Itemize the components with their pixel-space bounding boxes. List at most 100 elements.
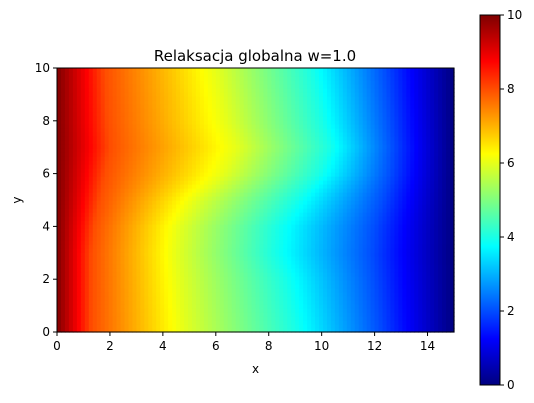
- heatmap-cell: [386, 176, 392, 181]
- heatmap-cell: [219, 240, 225, 245]
- heatmap-cell: [112, 284, 118, 289]
- heatmap-cell: [358, 312, 364, 317]
- heatmap-cell: [100, 236, 106, 241]
- heatmap-cell: [96, 220, 102, 225]
- heatmap-cell: [271, 176, 276, 181]
- heatmap-cell: [140, 324, 145, 329]
- heatmap-cell: [88, 300, 94, 305]
- heatmap-cell: [96, 204, 102, 209]
- heatmap-cell: [132, 304, 137, 309]
- heatmap-cell: [342, 304, 348, 309]
- heatmap-cell: [334, 288, 340, 293]
- heatmap-cell: [211, 284, 217, 289]
- heatmap-cell: [128, 328, 134, 333]
- heatmap-cell: [342, 276, 348, 281]
- heatmap-cell: [96, 300, 102, 305]
- heatmap-cell: [291, 292, 296, 297]
- heatmap-cell: [84, 312, 90, 317]
- heatmap-cell: [243, 228, 249, 233]
- heatmap-cell: [60, 320, 66, 325]
- heatmap-cell: [199, 204, 205, 209]
- heatmap-cell: [319, 236, 324, 241]
- heatmap-cell: [215, 208, 221, 213]
- heatmap-cell: [378, 180, 384, 185]
- heatmap-cell: [362, 320, 368, 325]
- heatmap-cell: [374, 272, 380, 277]
- heatmap-cell: [199, 236, 205, 241]
- heatmap-cell: [315, 264, 320, 269]
- heatmap-cell: [152, 268, 157, 273]
- heatmap-cell: [88, 216, 94, 221]
- heatmap-cell: [80, 160, 86, 165]
- heatmap-cell: [72, 184, 78, 189]
- heatmap-cell: [338, 252, 344, 257]
- heatmap-cell: [231, 284, 237, 289]
- heatmap-cell: [350, 312, 356, 317]
- heatmap-cell: [303, 220, 308, 225]
- heatmap-cell: [76, 216, 82, 221]
- heatmap-cell: [184, 156, 189, 161]
- heatmap-cell: [442, 152, 447, 157]
- heatmap-cell: [195, 216, 201, 221]
- heatmap-cell: [188, 184, 193, 189]
- heatmap-cell: [207, 248, 213, 253]
- heatmap-cell: [191, 244, 197, 249]
- heatmap-cell: [259, 204, 265, 209]
- heatmap-cell: [275, 232, 280, 237]
- heatmap-cell: [120, 276, 126, 281]
- heatmap-cell: [283, 148, 288, 153]
- heatmap-cell: [334, 328, 340, 333]
- heatmap-cell: [231, 160, 237, 165]
- heatmap-cell: [362, 228, 368, 233]
- heatmap-cell: [283, 240, 288, 245]
- heatmap-cell: [235, 252, 241, 257]
- heatmap-cell: [207, 312, 213, 317]
- heatmap-cell: [57, 328, 62, 333]
- heatmap-cell: [199, 156, 205, 161]
- heatmap-cell: [255, 188, 261, 193]
- heatmap-cell: [231, 188, 237, 193]
- heatmap-cell: [203, 200, 209, 205]
- heatmap-cell: [227, 212, 233, 217]
- heatmap-cell: [68, 156, 74, 161]
- heatmap-cell: [410, 220, 415, 225]
- heatmap-cell: [307, 176, 312, 181]
- heatmap-cell: [414, 228, 419, 233]
- heatmap-cell: [342, 268, 348, 273]
- heatmap-cell: [180, 148, 185, 153]
- heatmap-cell: [108, 252, 114, 257]
- heatmap-cell: [251, 180, 257, 185]
- heatmap-cell: [330, 216, 336, 221]
- heatmap-cell: [311, 308, 316, 313]
- heatmap-cell: [120, 312, 126, 317]
- heatmap-cell: [311, 312, 316, 317]
- heatmap-cell: [410, 208, 415, 213]
- heatmap-cell: [283, 304, 288, 309]
- heatmap-cell: [350, 184, 356, 189]
- heatmap-cell: [116, 244, 122, 249]
- heatmap-cell: [80, 220, 86, 225]
- heatmap-cell: [342, 272, 348, 277]
- heatmap-cell: [199, 176, 205, 181]
- heatmap-cell: [92, 256, 98, 261]
- heatmap-cell: [172, 140, 177, 145]
- heatmap-cell: [156, 220, 161, 225]
- heatmap-cell: [96, 180, 102, 185]
- heatmap-cell: [414, 284, 419, 289]
- heatmap-cell: [140, 240, 145, 245]
- heatmap-cell: [164, 204, 169, 209]
- heatmap-cell: [116, 176, 122, 181]
- heatmap-cell: [418, 176, 423, 181]
- heatmap-cell: [215, 248, 221, 253]
- heatmap-cell: [112, 204, 118, 209]
- heatmap-cell: [215, 136, 221, 141]
- heatmap-cell: [287, 192, 292, 197]
- heatmap-cell: [319, 256, 324, 261]
- heatmap-cell: [350, 136, 356, 141]
- heatmap-cell: [422, 168, 427, 173]
- heatmap-cell: [334, 164, 340, 169]
- heatmap-cell: [267, 320, 272, 325]
- heatmap-cell: [374, 152, 380, 157]
- heatmap-cell: [168, 200, 173, 205]
- heatmap-cell: [267, 272, 272, 277]
